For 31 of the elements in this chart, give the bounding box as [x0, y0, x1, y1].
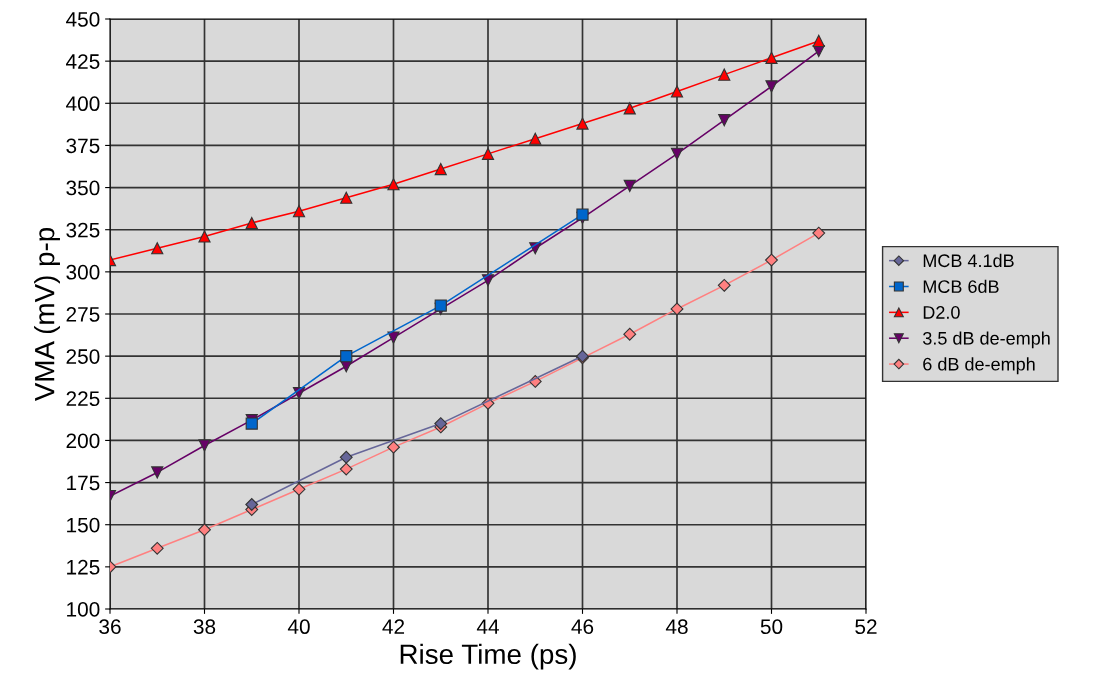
x-tick-label: 42 [382, 619, 405, 634]
y-tick-label: 175 [67, 475, 100, 491]
y-axis-title: VMA (mV) p-p [34, 227, 60, 402]
y-tick-label: 200 [66, 433, 100, 449]
y-tick-label: 300 [66, 264, 100, 280]
y-tick-label: 450 [66, 12, 100, 27]
legend-label: D2.0 [923, 306, 960, 319]
x-tick-label: 38 [193, 619, 216, 635]
y-tick-label: 125 [67, 559, 100, 575]
x-axis-title: Rise Time (ps) [400, 643, 576, 670]
x-tick-label: 46 [571, 619, 594, 635]
y-tick-label: 350 [66, 180, 100, 196]
y-tick-label: 250 [66, 349, 100, 364]
x-tick-label: 48 [665, 619, 688, 635]
legend-label: MCB 4.1dB [923, 253, 1014, 268]
y-tick-label: 275 [66, 307, 100, 322]
legend-label: MCB 6dB [923, 279, 999, 293]
x-tick-label: 44 [476, 619, 499, 634]
y-tick-label: 150 [67, 517, 100, 533]
legend-label: 3.5 dB de-emph [923, 331, 1050, 349]
y-tick-label: 325 [66, 222, 100, 238]
y-tick-label: 100 [67, 602, 100, 617]
x-tick-label: 52 [855, 619, 877, 635]
x-tick-label: 36 [99, 619, 121, 635]
legend-label: 6 dB de-emph [923, 357, 1035, 375]
y-tick-label: 375 [66, 138, 100, 154]
y-tick-label: 400 [66, 96, 100, 112]
y-tick-label: 225 [66, 391, 100, 407]
y-tick-label: 425 [66, 54, 100, 69]
x-tick-label: 40 [287, 619, 310, 635]
x-tick-label: 50 [760, 619, 783, 635]
